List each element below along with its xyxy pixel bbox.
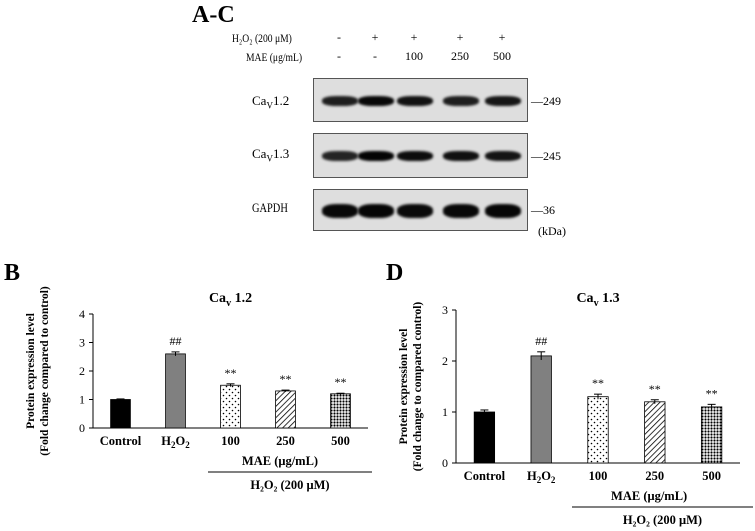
category-label: H2O2 (527, 469, 556, 485)
category-label: 500 (331, 434, 350, 448)
category-label: 500 (702, 469, 721, 483)
x-axis-label: MAE (μg/mL) (242, 454, 318, 468)
treatment-value: 100 (405, 49, 423, 63)
bar (587, 396, 609, 464)
significance-label: ** (706, 386, 718, 400)
treatment-label-mae: MAE (μg/mL) (246, 50, 303, 64)
treatment-value: - (337, 49, 341, 63)
blot-band (322, 96, 358, 106)
significance-label: ** (225, 366, 237, 380)
treatment-value: - (373, 49, 377, 63)
blot-band (485, 204, 521, 218)
y-axis-label: (Fold change to compared control) (412, 302, 424, 472)
significance-label: ** (592, 376, 604, 390)
blot-band (322, 151, 358, 161)
significance-label: ** (280, 372, 292, 386)
y-tick-label: 0 (79, 421, 85, 435)
figure-label: A-C (192, 2, 235, 28)
blot-band (358, 204, 394, 218)
treatment-caption: H₂O₂ (200 μM) (623, 513, 702, 527)
treatment-value: 250 (451, 49, 469, 63)
blot-label-cav13: CaV1.3 (252, 146, 290, 164)
mw-marker-36: —36 (531, 203, 555, 217)
bar (644, 401, 666, 464)
blot-band (485, 96, 521, 106)
panel-letter-b: B (4, 260, 21, 286)
mw-marker-249: —249 (531, 94, 561, 108)
blot-cav12 (313, 78, 528, 122)
category-label: Control (100, 434, 142, 448)
significance-label: ## (535, 334, 547, 348)
blot-band (443, 204, 479, 218)
significance-label: ## (170, 334, 182, 348)
treatment-caption: H₂O₂ (200 μM) (250, 478, 329, 492)
category-label: 100 (221, 434, 240, 448)
blot-label-cav12: CaV1.2 (252, 93, 290, 111)
y-tick-label: 3 (79, 336, 85, 350)
bar (530, 355, 552, 464)
blot-band (397, 151, 433, 161)
bar (110, 399, 131, 429)
blot-cav13 (313, 133, 528, 178)
mw-marker-245: —245 (531, 149, 561, 163)
bar (220, 384, 241, 429)
chart-cav12: Cav 1.2 0 1 2 3 4 Protein expression level (Fol… (25, 286, 372, 492)
blot-band (358, 96, 394, 106)
bar (165, 353, 186, 429)
bar (330, 393, 351, 429)
chart-cav13: Cav 1.3 0 1 2 3 Protein expression level (Fold… (398, 291, 753, 527)
treatment-value: + (371, 30, 379, 44)
y-tick-label: 2 (79, 364, 85, 378)
y-axis-label: (Fold change compared to control) (39, 286, 51, 456)
x-axis-label: MAE (μg/mL) (611, 489, 687, 503)
bar (473, 411, 496, 464)
category-label: H2O2 (161, 434, 190, 450)
kda-label: (kDa) (538, 224, 566, 238)
blot-band (443, 151, 479, 161)
treatment-value: + (456, 30, 464, 44)
blot-band (485, 151, 521, 161)
category-label: 100 (589, 469, 608, 483)
blot-label-gapdh: GAPDH (252, 200, 288, 215)
treatment-value: + (498, 30, 506, 44)
category-label: 250 (276, 434, 295, 448)
significance-label: ** (335, 375, 347, 389)
blot-band (358, 151, 394, 161)
panel-letter-d: D (386, 260, 404, 286)
treatment-value: + (410, 30, 418, 44)
treatment-label-h2o2: H₂O₂ (200 μM) (232, 31, 292, 45)
y-axis-label: Protein expression level (25, 313, 37, 429)
y-tick-label: 2 (442, 354, 448, 368)
chart-title: Cav 1.3 (576, 291, 619, 309)
category-label: Control (464, 469, 506, 483)
blot-band (322, 204, 358, 218)
y-tick-label: 1 (79, 393, 85, 407)
bar (700, 406, 723, 464)
blot-band (443, 96, 479, 106)
treatment-value: 500 (493, 49, 511, 63)
y-axis-label: Protein expression level (398, 329, 410, 445)
bar (275, 390, 296, 429)
y-tick-label: 1 (442, 405, 448, 419)
blot-band (397, 96, 433, 106)
y-tick-label: 0 (442, 456, 448, 470)
blot-gapdh (313, 189, 528, 231)
y-tick-label: 3 (442, 303, 448, 317)
chart-title: Cav 1.2 (209, 291, 252, 309)
blot-band (397, 204, 433, 218)
treatment-value: - (337, 30, 341, 44)
category-label: 250 (645, 469, 664, 483)
y-tick-label: 4 (79, 307, 85, 321)
significance-label: ** (649, 382, 661, 396)
